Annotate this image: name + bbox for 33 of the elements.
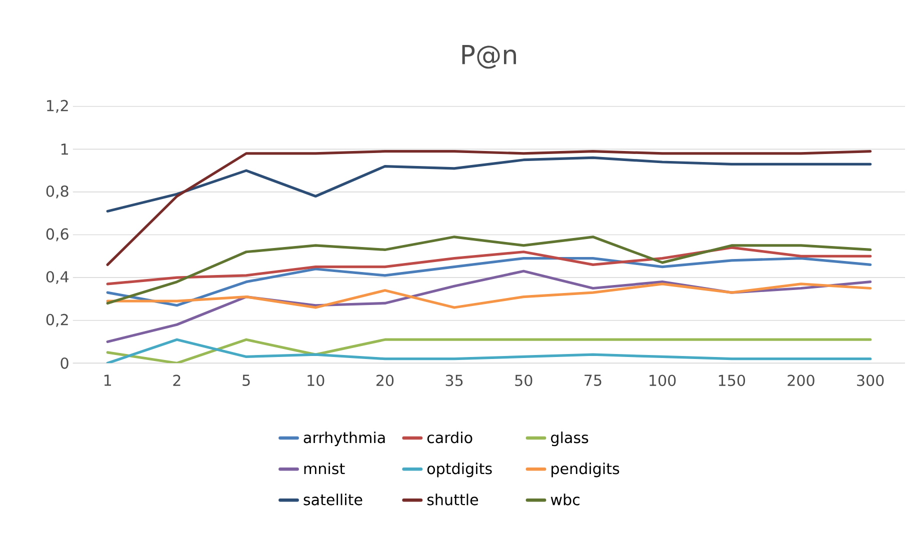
y-tick-label: 0,2 bbox=[46, 314, 68, 328]
x-tick-label: 1 bbox=[104, 374, 111, 386]
legend-label: satellite bbox=[304, 494, 362, 506]
y-tick-label: 0,8 bbox=[46, 186, 68, 199]
y-tick-label: 0,6 bbox=[46, 228, 68, 242]
y-tick-label: 0,4 bbox=[46, 271, 69, 284]
y-tick-label: 1 bbox=[61, 144, 68, 155]
x-tick-label: 5 bbox=[242, 374, 250, 386]
legend-label: wbc bbox=[550, 494, 580, 506]
x-tick-label: 35 bbox=[446, 374, 463, 386]
legend-label: arrhythmia bbox=[304, 432, 385, 446]
legend-label: cardio bbox=[427, 432, 472, 444]
chart-title: P@n bbox=[462, 45, 516, 69]
x-tick-label: 50 bbox=[515, 374, 532, 386]
legend-label: pendigits bbox=[552, 462, 620, 478]
legend-label: mnist bbox=[304, 462, 345, 474]
legend-label: glass bbox=[551, 432, 588, 446]
y-tick-label: 1,2 bbox=[47, 100, 68, 114]
y-tick-label: 0 bbox=[60, 358, 68, 370]
x-tick-label: 75 bbox=[584, 374, 602, 386]
x-tick-label: 100 bbox=[650, 374, 676, 386]
line-series bbox=[106, 246, 872, 286]
legend-label: shuttle bbox=[427, 494, 478, 506]
legend-label: optdigits bbox=[427, 462, 492, 478]
x-tick-label: 10 bbox=[308, 374, 324, 386]
line-series bbox=[106, 282, 872, 310]
line-series bbox=[106, 236, 872, 305]
x-tick-label: 20 bbox=[376, 374, 394, 386]
line-series bbox=[106, 257, 872, 307]
x-tick-label: 200 bbox=[788, 374, 814, 386]
x-tick-label: 150 bbox=[718, 374, 746, 386]
x-tick-label: 300 bbox=[857, 374, 884, 386]
x-tick-label: 2 bbox=[173, 374, 180, 386]
